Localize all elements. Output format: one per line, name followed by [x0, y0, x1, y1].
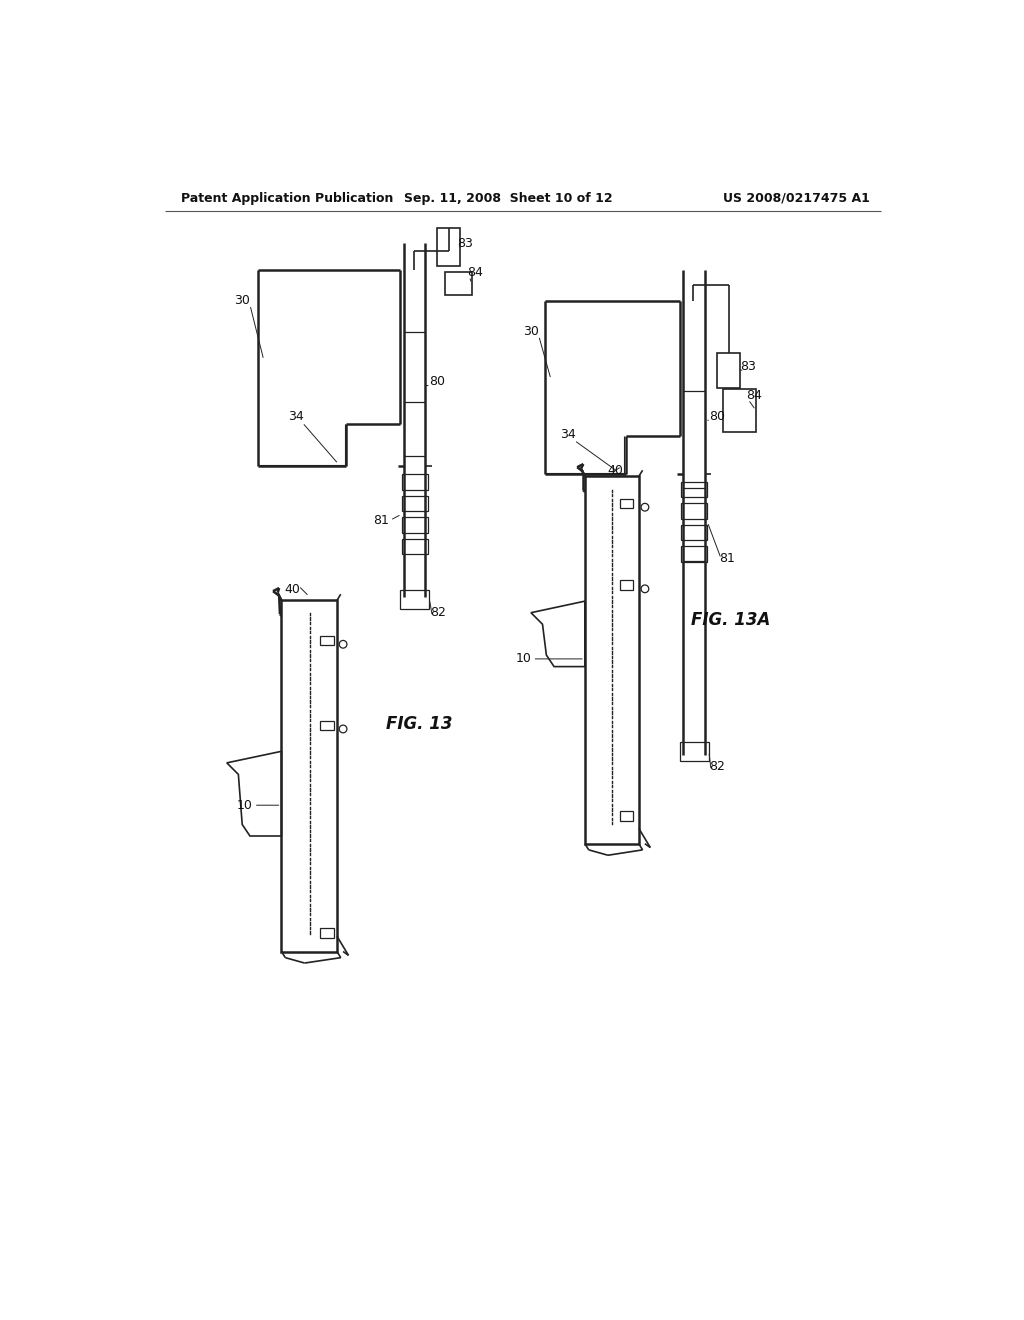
Text: 40: 40	[607, 463, 624, 477]
Text: 34: 34	[288, 409, 304, 422]
Bar	[282, 601, 337, 952]
Text: 10: 10	[515, 652, 531, 665]
Text: US 2008/0217475 A1: US 2008/0217475 A1	[723, 191, 869, 205]
Bar	[620, 499, 634, 508]
Text: 84: 84	[746, 389, 762, 403]
Bar	[681, 525, 708, 540]
Bar	[620, 581, 634, 590]
Bar	[437, 227, 460, 267]
Text: 10: 10	[237, 799, 253, 812]
Text: Sep. 11, 2008  Sheet 10 of 12: Sep. 11, 2008 Sheet 10 of 12	[403, 191, 612, 205]
Bar	[319, 721, 334, 730]
Bar	[444, 272, 472, 296]
Text: 81: 81	[373, 513, 389, 527]
Text: 30: 30	[523, 325, 539, 338]
Text: Patent Application Publication: Patent Application Publication	[180, 191, 393, 205]
Bar	[680, 742, 709, 762]
Bar	[319, 636, 334, 645]
Text: 82: 82	[431, 606, 446, 619]
Text: 80: 80	[429, 375, 445, 388]
Text: 34: 34	[560, 428, 575, 441]
Bar	[620, 812, 634, 821]
Text: FIG. 13A: FIG. 13A	[691, 611, 771, 630]
Text: 81: 81	[720, 552, 735, 565]
Text: 82: 82	[710, 760, 725, 774]
Text: 84: 84	[468, 265, 483, 279]
Bar	[401, 517, 428, 532]
Bar	[401, 539, 428, 554]
Bar	[401, 474, 428, 490]
Bar	[319, 928, 334, 937]
Bar	[585, 477, 639, 843]
Bar	[724, 389, 756, 432]
Bar	[681, 482, 708, 498]
Text: 83: 83	[458, 236, 473, 249]
Bar	[401, 496, 428, 511]
Bar	[400, 590, 429, 609]
Text: 30: 30	[234, 294, 250, 308]
Bar	[681, 546, 708, 562]
Text: 40: 40	[285, 583, 300, 597]
Bar	[681, 503, 708, 519]
Text: 83: 83	[740, 360, 756, 372]
Text: FIG. 13: FIG. 13	[386, 715, 453, 734]
Text: 80: 80	[710, 409, 725, 422]
Bar	[717, 354, 740, 388]
